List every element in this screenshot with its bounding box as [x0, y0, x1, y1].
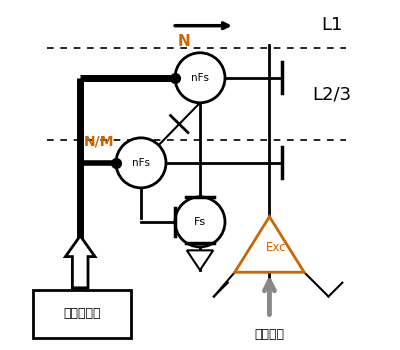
Polygon shape	[187, 250, 213, 270]
Circle shape	[116, 138, 166, 188]
Text: N: N	[178, 34, 191, 49]
Text: Exc: Exc	[266, 241, 287, 254]
Circle shape	[175, 53, 225, 103]
FancyBboxPatch shape	[33, 289, 130, 338]
Text: 視覚入力: 視覚入力	[254, 328, 284, 341]
Text: 前脳基底核: 前脳基底核	[63, 307, 101, 320]
Text: L2/3: L2/3	[312, 85, 352, 103]
Text: Fs: Fs	[194, 217, 206, 227]
Polygon shape	[235, 217, 304, 272]
Circle shape	[175, 197, 225, 247]
FancyArrow shape	[66, 236, 95, 288]
Text: nFs: nFs	[132, 158, 150, 168]
Text: nFs: nFs	[191, 73, 209, 83]
Text: N/M: N/M	[84, 135, 114, 149]
Text: L1: L1	[321, 16, 343, 34]
